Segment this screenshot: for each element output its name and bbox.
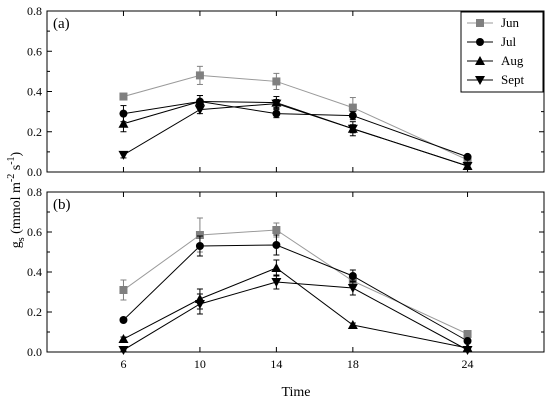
data-point-aug: [271, 263, 282, 272]
y-label-sup-b: -1: [6, 156, 17, 164]
legend-marker-sept: [475, 76, 485, 85]
data-point-jun: [348, 103, 357, 112]
y-tick-label: 0.0: [27, 165, 42, 179]
data-point-jul: [348, 111, 357, 120]
y-tick-label: 0.4: [27, 85, 42, 99]
data-point-sept: [271, 278, 282, 287]
legend-marker-jun: [476, 19, 484, 27]
series-line-sept: [123, 103, 468, 167]
legend-label-jul: Jul: [501, 34, 517, 49]
x-tick-label: 6: [120, 357, 126, 371]
series-line-aug: [123, 267, 468, 349]
legend: Jun Jul Aug Sept: [460, 11, 544, 93]
data-point-sept: [194, 105, 205, 115]
series-line-jul: [123, 244, 468, 342]
data-point-jul: [463, 337, 472, 345]
data-point-jun: [463, 330, 472, 338]
data-point-jul: [272, 109, 281, 118]
data-point-jul: [348, 272, 357, 280]
x-axis-title: Time: [281, 385, 310, 400]
data-point-sept: [271, 99, 282, 109]
panel-b: 0.0 0.2 0.4 0.6 0.8 (b): [27, 185, 545, 359]
plot-frame: [46, 191, 545, 353]
legend-marker-jul: [476, 38, 484, 46]
legend-label-sept: Sept: [501, 72, 525, 87]
data-point-jul: [463, 152, 472, 161]
panel-label: (a): [53, 16, 70, 32]
panel-a: 0.0 0.2 0.4 0.6 0.8 (a): [27, 4, 545, 179]
x-tick-label: 10: [194, 357, 206, 371]
y-tick-label: 0.6: [27, 225, 42, 239]
x-tick-label: 24: [462, 357, 474, 371]
data-point-sept: [118, 346, 129, 355]
y-label-subscript: s: [16, 237, 27, 241]
data-point-jun: [195, 231, 204, 239]
data-point-jun: [272, 77, 281, 86]
data-point-sept: [118, 150, 129, 160]
y-axis-title: gs (mmol m-2 s-1): [6, 151, 27, 248]
legend-label-aug: Aug: [501, 53, 524, 68]
series-line-aug: [123, 101, 468, 167]
y-label-close: ): [9, 151, 24, 156]
y-tick-label: 0.6: [27, 44, 42, 58]
y-label-symbol: g: [9, 241, 24, 248]
data-point-sept: [462, 346, 473, 355]
data-point-jun: [119, 92, 128, 101]
data-point-jun: [272, 226, 281, 234]
data-point-sept: [347, 284, 358, 293]
data-point-aug: [118, 334, 129, 343]
x-tick-label: 14: [270, 357, 282, 371]
y-tick-label: 0.0: [27, 345, 42, 359]
y-tick-label: 0.4: [27, 265, 42, 279]
y-label-sup-a: -2: [6, 174, 17, 182]
data-point-sept: [347, 124, 358, 134]
data-point-jun: [195, 71, 204, 80]
panel-label: (b): [53, 197, 71, 213]
legend-marker-aug: [475, 56, 485, 65]
data-point-aug: [347, 320, 358, 329]
data-point-jul: [119, 316, 128, 324]
series-line-sept: [123, 281, 468, 351]
y-tick-label: 0.8: [27, 4, 42, 18]
series-line-jun: [123, 74, 468, 161]
data-point-aug: [118, 118, 129, 128]
shared-x-axis: 6 10 14 18 24: [120, 357, 473, 371]
data-point-jun: [119, 286, 128, 294]
legend-box: [460, 11, 544, 93]
y-tick-label: 0.2: [27, 305, 42, 319]
data-point-jul: [195, 242, 204, 250]
x-tick-label: 18: [347, 357, 359, 371]
data-point-aug: [194, 96, 205, 106]
data-point-sept: [462, 161, 473, 171]
y-label-unit-b: s: [9, 165, 24, 174]
legend-label-jun: Jun: [501, 15, 520, 30]
y-tick-label: 0.2: [27, 125, 42, 139]
data-point-sept: [194, 300, 205, 309]
data-point-jul: [272, 241, 281, 249]
y-tick-label: 0.8: [27, 185, 42, 199]
y-label-unit-a: (mmol m: [9, 182, 24, 237]
